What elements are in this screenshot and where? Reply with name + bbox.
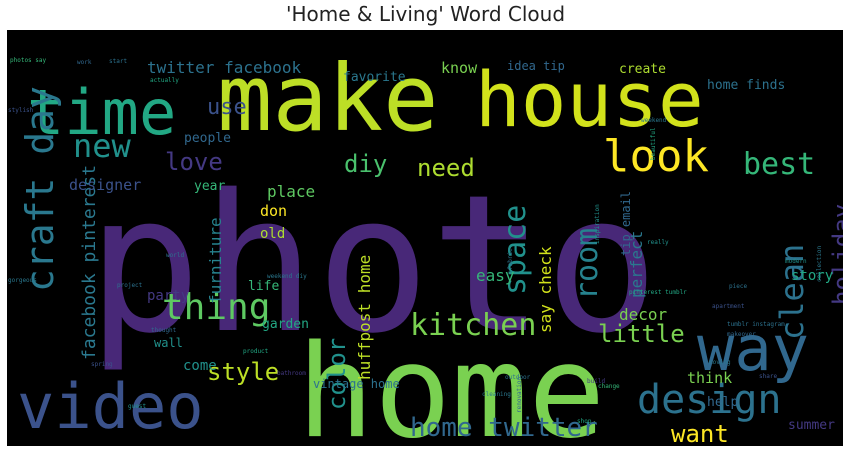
word-want: want [671, 420, 729, 446]
word-style: style [207, 358, 279, 386]
word-decor: decor [619, 305, 668, 324]
word-don: don [260, 202, 287, 220]
word-best: best [743, 147, 815, 182]
word-inspiration: inspiration [594, 204, 601, 244]
word-create: create [619, 62, 666, 77]
word-tip-email: tip email [619, 191, 633, 256]
word-need: need [417, 154, 475, 182]
word-beautiful: beautiful [650, 127, 657, 160]
word-designer: designer [69, 176, 141, 194]
word-house: house [475, 55, 704, 144]
word-say-check: say check [536, 246, 555, 333]
word-twitter-facebook: twitter facebook [147, 58, 301, 77]
word-easy: easy [476, 266, 515, 285]
word-project: project [117, 282, 143, 289]
word-love: love [165, 148, 223, 176]
word-home-twitter: home twitter [410, 413, 598, 443]
word-weekend-diy: weekend diy [267, 273, 307, 280]
word-work: work [77, 59, 92, 66]
word-life: life [248, 279, 279, 294]
word-party: party [147, 288, 189, 304]
word-shop: shop [577, 418, 592, 425]
word-pinterest-tumblr: pinterest tumblr [629, 289, 687, 296]
word-come: come [183, 358, 217, 374]
word-collection: collection [816, 245, 823, 282]
word-cleaning: cleaning [482, 391, 511, 398]
word-clean: clean [773, 244, 811, 340]
word-vintage-home: vintage home [313, 377, 400, 391]
word-thought: thought [151, 327, 177, 334]
word-holiday: holiday [828, 204, 843, 305]
word-huffpost-home: huffpost home [355, 255, 374, 380]
word-look: look [603, 131, 709, 182]
word-good: good [395, 445, 426, 446]
word-design: design [637, 377, 782, 423]
word-time: time [27, 76, 176, 149]
word-room: room [570, 228, 605, 300]
word-craft-day: craft day [18, 86, 62, 292]
word-color: color [323, 338, 351, 410]
word-change: change [598, 383, 620, 390]
word-way: way [697, 312, 809, 385]
word-spring: spring [91, 361, 113, 368]
word-renovation: renovation [516, 376, 523, 413]
word-make: make [217, 45, 439, 152]
word-makeover: makeover [727, 331, 756, 338]
word-help: help [707, 395, 738, 410]
word-new: new [73, 127, 132, 165]
word-people: people [184, 131, 231, 146]
word-really: really [647, 239, 669, 246]
word-space: space [498, 205, 533, 295]
word-kitchen: kitchen [410, 308, 536, 343]
word-garden: garden [262, 317, 309, 332]
word-home-finds: home finds [707, 78, 785, 93]
word-place: place [267, 182, 315, 201]
word-share: share [759, 373, 777, 380]
word-think: think [687, 369, 732, 387]
word-fabric: fabric [507, 248, 514, 270]
word-favorite: favorite [343, 70, 406, 85]
word-little: little [598, 320, 685, 348]
word-know: know [441, 59, 478, 77]
word-stylish: stylish [8, 107, 34, 114]
word-product: product [243, 348, 269, 355]
word-home: home [297, 318, 605, 446]
word-year: year [194, 179, 225, 194]
word-modern: modern [785, 258, 807, 265]
word-photo: photo [87, 154, 659, 375]
word-photos-say: photos say [10, 57, 47, 64]
word-apartment: apartment [712, 303, 745, 310]
word-moving: moving [709, 359, 731, 366]
word-tumblr-instagram: tumblr instagram [727, 321, 785, 328]
word-weekend: weekend [641, 117, 667, 124]
word-thing: thing [162, 287, 270, 328]
word-actually: actually [150, 77, 179, 84]
word-perfect: perfect [627, 231, 646, 298]
word-world: world [166, 252, 184, 259]
chart-title: 'Home & Living' Word Cloud [285, 2, 566, 26]
word-gorgeous: gorgeous [8, 277, 37, 284]
word-outdoor: outdoor [505, 374, 531, 381]
word-start: start [109, 58, 127, 65]
word-old: old [260, 226, 285, 242]
word-wall: wall [154, 336, 183, 350]
word-video: video [17, 370, 204, 443]
word-idea-tip: idea tip [507, 59, 565, 73]
word-facebook-pinterest: facebook pinterest [79, 165, 100, 360]
word-bathroom: bathroom [277, 370, 306, 377]
word-summer: summer [788, 418, 835, 433]
word-piece: piece [729, 283, 747, 290]
word-build: build [587, 378, 605, 385]
word-furniture: furniture [206, 217, 225, 304]
word-story-idea: story idea [791, 268, 843, 284]
word-diy: diy [344, 150, 387, 178]
word-guest: guest [128, 403, 146, 410]
word-use: use [207, 95, 247, 120]
cloud-background [7, 30, 843, 446]
